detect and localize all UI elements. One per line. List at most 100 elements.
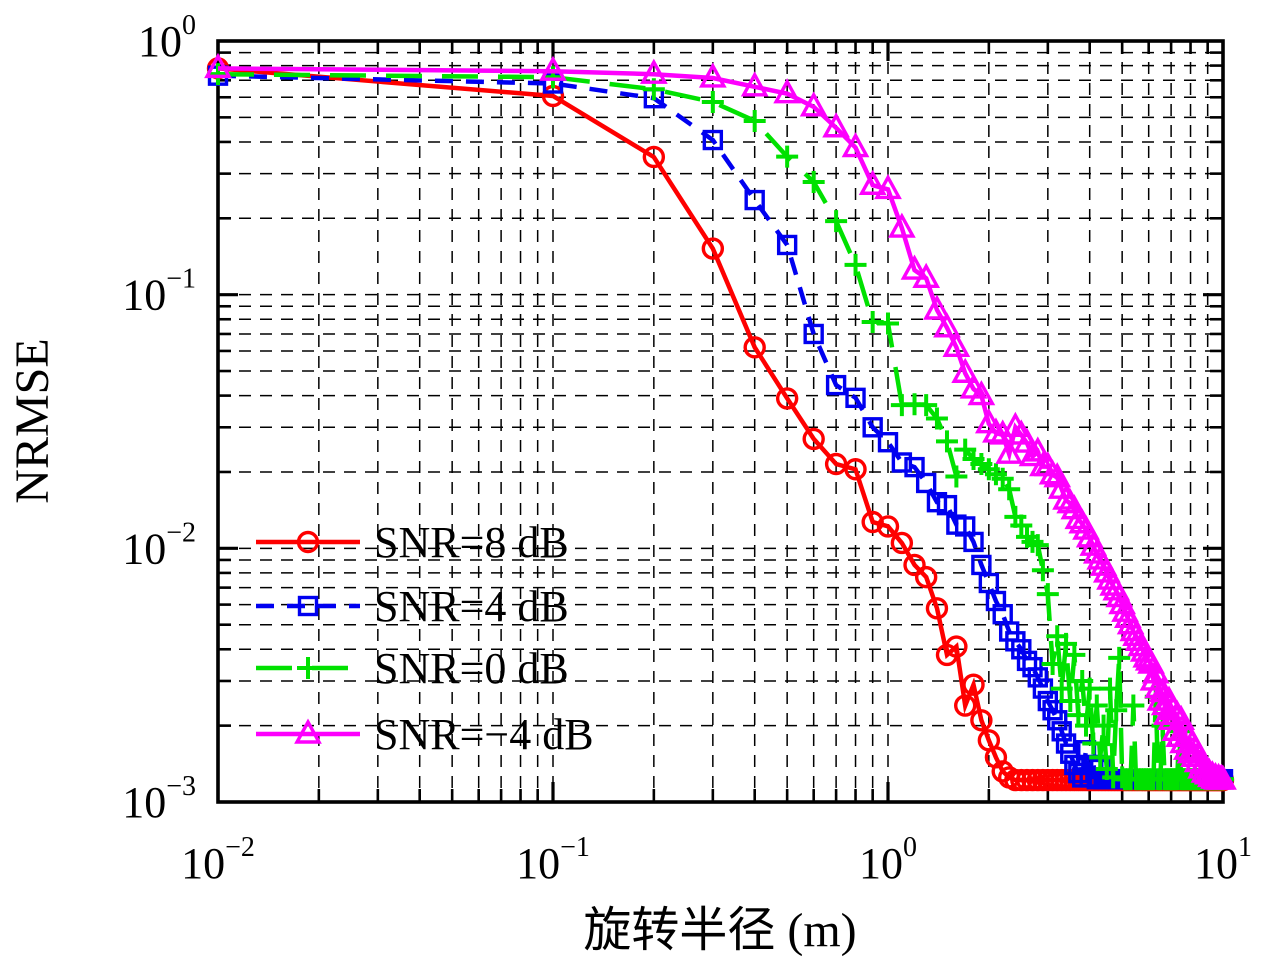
triangle-up-marker xyxy=(822,112,850,138)
square-marker xyxy=(985,590,1007,612)
plus-marker xyxy=(844,253,867,276)
square-marker xyxy=(862,417,883,438)
plus-marker xyxy=(1055,632,1078,655)
triangle-up-marker xyxy=(799,91,828,117)
legend-entry-snr-4db: SNR=4 dB xyxy=(256,582,569,631)
legend: SNR=8 dB SNR=4 dB SNR=0 dB SNR=−4 dB xyxy=(256,518,594,759)
square-marker xyxy=(936,494,958,516)
circle-marker xyxy=(876,515,900,538)
triangle-up-marker xyxy=(933,312,961,338)
square-marker xyxy=(877,432,899,453)
plus-marker xyxy=(1092,714,1115,737)
y-tick-label: 10−1 xyxy=(122,264,196,320)
triangle-up-marker xyxy=(294,718,322,744)
triangle-up-marker xyxy=(900,254,929,280)
plus-marker xyxy=(925,407,948,430)
y-tick-label: 10−2 xyxy=(122,517,196,573)
plus-marker xyxy=(935,430,958,453)
plus-marker xyxy=(1078,677,1101,700)
plot-box xyxy=(216,39,1225,804)
circle-marker xyxy=(296,530,320,554)
plus-marker xyxy=(1108,646,1131,669)
plus-marker xyxy=(1026,534,1049,557)
circle-marker xyxy=(802,427,825,451)
circle-marker xyxy=(945,635,968,658)
legend-entry-snr-0db: SNR=0 dB xyxy=(256,644,569,693)
triangle-up-marker xyxy=(982,417,1010,443)
legend-label: SNR=4 dB xyxy=(374,582,569,631)
legend-entry-snr-neg4db: SNR=−4 dB xyxy=(256,710,594,759)
triangle-up-marker xyxy=(773,78,802,104)
square-marker xyxy=(1027,667,1048,688)
plus-marker xyxy=(776,145,799,168)
plus-marker xyxy=(1041,652,1064,675)
triangle-up-marker xyxy=(923,294,951,320)
plus-marker xyxy=(1021,530,1044,553)
plus-marker xyxy=(1010,514,1033,537)
triangle-up-marker xyxy=(942,331,971,358)
legend-label: SNR=0 dB xyxy=(374,644,569,693)
square-marker xyxy=(1032,678,1054,699)
x-tick-label: 10−1 xyxy=(516,832,590,888)
triangle-up-marker xyxy=(1038,459,1067,485)
circle-marker xyxy=(970,709,993,732)
square-marker xyxy=(803,323,824,345)
plus-marker xyxy=(1085,694,1108,717)
plus-marker xyxy=(1122,694,1145,717)
plus-marker xyxy=(701,90,724,113)
circle-marker xyxy=(701,237,725,260)
square-marker xyxy=(1051,721,1072,742)
y-axis-title: NRMSE xyxy=(6,338,59,503)
triangle-up-marker xyxy=(988,419,1017,445)
triangle-up-marker xyxy=(204,52,232,79)
circle-marker xyxy=(914,565,938,589)
triangle-up-marker xyxy=(912,262,941,289)
plus-marker xyxy=(1105,699,1128,722)
square-marker xyxy=(297,595,319,617)
plus-marker xyxy=(1036,583,1059,606)
plus-marker xyxy=(1063,643,1086,666)
plus-marker xyxy=(1099,677,1122,700)
triangle-up-marker xyxy=(951,357,980,383)
plus-marker xyxy=(1050,677,1073,700)
series-markers-snr-neg4db xyxy=(204,52,1237,790)
triangle-up-marker xyxy=(841,132,870,158)
square-marker xyxy=(1047,710,1068,731)
square-marker xyxy=(825,374,847,396)
x-tick-labels: 10−2 10−1 100 101 xyxy=(181,832,1252,888)
square-marker xyxy=(1011,639,1032,660)
plus-marker xyxy=(945,465,968,488)
triangle-up-marker xyxy=(967,380,996,406)
y-tick-labels: 100 10−1 10−2 10−3 xyxy=(122,10,196,827)
square-marker xyxy=(915,472,937,494)
triangle-up-marker xyxy=(858,169,887,195)
circle-marker xyxy=(890,531,914,555)
plus-marker xyxy=(207,63,229,86)
triangle-up-marker xyxy=(539,55,567,81)
data-series xyxy=(204,52,1237,792)
triangle-up-marker xyxy=(1018,441,1047,467)
circle-marker xyxy=(642,145,666,169)
plus-marker xyxy=(1059,690,1082,713)
triangle-up-marker xyxy=(1023,436,1052,462)
triangle-up-marker xyxy=(740,71,769,97)
triangle-up-marker xyxy=(1209,764,1237,790)
square-marker xyxy=(904,456,925,478)
x-tick-label: 10−2 xyxy=(181,832,255,888)
plus-marker xyxy=(1089,746,1112,769)
circle-marker xyxy=(925,597,949,620)
circle-marker xyxy=(962,673,985,696)
plus-marker xyxy=(877,312,899,335)
plus-marker xyxy=(743,109,766,132)
square-marker xyxy=(702,129,724,151)
plus-marker xyxy=(802,171,825,194)
plus-marker xyxy=(915,394,938,417)
plus-marker xyxy=(1031,559,1054,582)
axis-ticks xyxy=(218,41,1223,802)
triangle-up-marker xyxy=(874,173,902,200)
x-axis-title: 旋转半径 (m) xyxy=(583,904,856,957)
plus-marker xyxy=(1082,732,1105,755)
legend-label: SNR=8 dB xyxy=(374,518,569,567)
legend-label: SNR=−4 dB xyxy=(374,710,594,759)
